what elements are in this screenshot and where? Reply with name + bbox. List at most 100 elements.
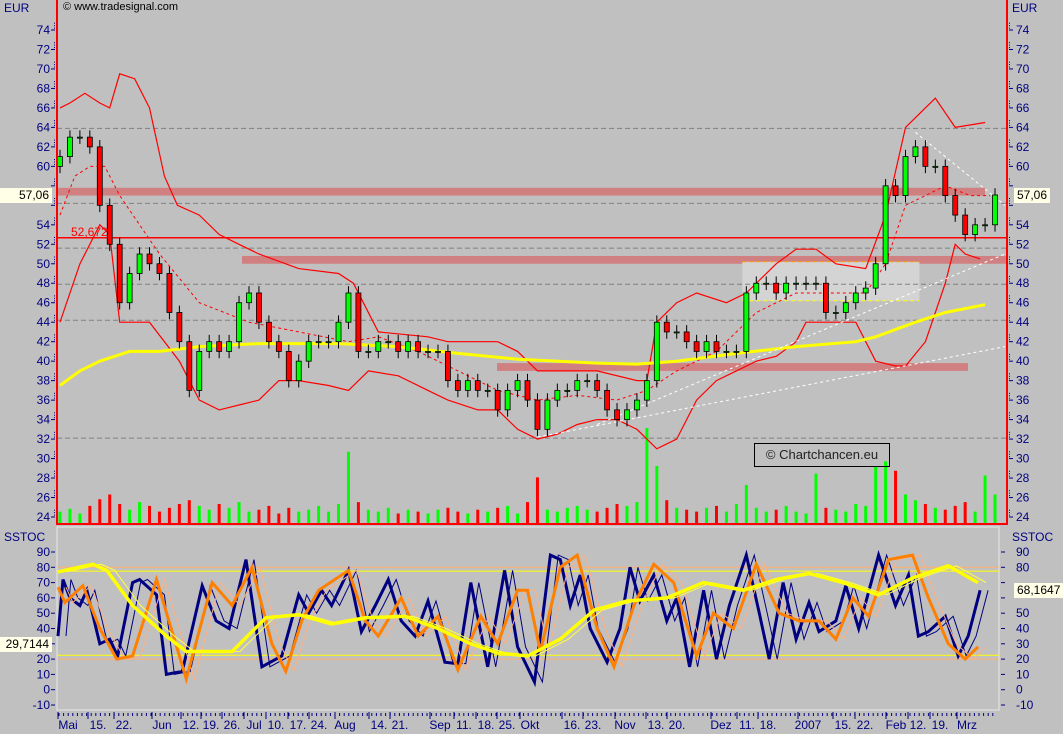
candle-body [604, 389, 610, 411]
y-minor-tick [54, 456, 55, 458]
volume-bar [705, 507, 709, 523]
y-minor-tick [1009, 27, 1010, 29]
y-minor-tick [1009, 258, 1010, 260]
y-minor-tick [54, 334, 55, 336]
y-minor-tick [54, 412, 55, 414]
candle [265, 315, 272, 349]
y-minor-tick [1009, 105, 1010, 107]
moving-average [59, 303, 986, 387]
y-minor-tick [54, 64, 55, 66]
x-tick-label: Nov [614, 718, 635, 732]
y-minor-tick [1009, 375, 1010, 377]
candle-body [564, 389, 571, 392]
y-minor-tick [1009, 373, 1010, 375]
y-tick-label-left: 54 [37, 218, 51, 232]
y-tick-label-right: 48 [1016, 276, 1030, 290]
y-minor-tick [54, 103, 55, 105]
y-minor-tick [1009, 139, 1010, 141]
candle-body [862, 287, 869, 294]
y-minor-tick [54, 278, 55, 280]
y-minor-tick [54, 144, 55, 146]
candle [196, 344, 203, 398]
stoch-tick-label-right: 80 [1016, 560, 1030, 574]
x-tick-label: 13. [648, 718, 665, 732]
candle-body [892, 185, 899, 196]
y-tick-label-right: 68 [1016, 81, 1030, 95]
y-minor-tick [54, 86, 55, 88]
volume-bar [376, 511, 380, 523]
volume-bar [973, 511, 977, 523]
volume-bar [267, 505, 271, 523]
volume-bar [277, 513, 281, 523]
y-minor-tick [54, 434, 55, 436]
candle [544, 393, 551, 437]
y-minor-tick [54, 261, 55, 263]
candle [942, 159, 949, 203]
volume-bar [237, 502, 241, 523]
y-minor-tick [54, 241, 55, 243]
volume-bar [645, 428, 649, 523]
candle [584, 373, 591, 388]
candle [86, 130, 93, 154]
volume-bar [138, 502, 142, 523]
y-minor-tick [54, 239, 55, 241]
y-minor-tick [1009, 261, 1010, 263]
y-minor-tick [54, 200, 55, 202]
candle [862, 281, 869, 300]
candle-body [454, 380, 461, 391]
candle-body [464, 380, 471, 391]
y-minor-tick [1009, 475, 1010, 477]
volume-bar [864, 505, 868, 523]
volume-bar [894, 470, 898, 523]
y-minor-tick [54, 66, 55, 68]
candle-body [683, 331, 690, 343]
y-minor-tick [54, 236, 55, 238]
y-minor-tick [1009, 509, 1010, 511]
y-minor-tick [1009, 280, 1010, 282]
bollinger-upper [59, 73, 986, 382]
volume-bar [496, 507, 500, 523]
stoch-tick-label-right: 30 [1016, 637, 1030, 651]
candle-body [305, 341, 312, 362]
x-tick-label: 19. [203, 718, 220, 732]
y-minor-tick [54, 217, 55, 219]
candle [494, 383, 501, 417]
candle-body [922, 146, 929, 167]
candle-body [395, 341, 402, 352]
y-minor-tick [1009, 64, 1010, 66]
y-tick-label-left: 66 [37, 101, 51, 115]
volume-bar [456, 511, 460, 523]
last-price-right: 57,06 [1014, 188, 1051, 203]
x-tick-label: Dez [710, 718, 731, 732]
y-minor-tick [54, 100, 55, 102]
volume-bar [217, 504, 221, 523]
volume-bar [903, 494, 907, 523]
last-price-left: 57,06 [0, 188, 52, 203]
volume-bar [625, 505, 629, 523]
y-minor-tick [54, 295, 55, 297]
stoch-tick-label-left: 70 [37, 576, 51, 590]
resistance-zone [497, 363, 968, 371]
volume-bar [88, 505, 92, 523]
candle-body [743, 292, 750, 352]
y-tick-label-right: 70 [1016, 62, 1030, 76]
y-minor-tick [54, 436, 55, 438]
volume-bar [297, 511, 301, 523]
volume-bar [148, 505, 152, 523]
y-minor-tick [1009, 161, 1010, 163]
x-tick-label: 18. [760, 718, 777, 732]
volume-bar [615, 504, 619, 523]
y-minor-tick [1009, 314, 1010, 316]
candle [554, 383, 561, 407]
y-minor-tick [54, 395, 55, 397]
y-minor-tick [54, 258, 55, 260]
y-minor-tick [54, 202, 55, 204]
candle [365, 344, 372, 359]
y-tick-label-left: 64 [37, 120, 51, 134]
y-tick-label-right: 40 [1016, 354, 1030, 368]
y-minor-tick [54, 275, 55, 277]
candle-body [723, 351, 730, 353]
candle-body [902, 156, 909, 196]
y-minor-tick [54, 198, 55, 200]
candle [574, 373, 581, 398]
